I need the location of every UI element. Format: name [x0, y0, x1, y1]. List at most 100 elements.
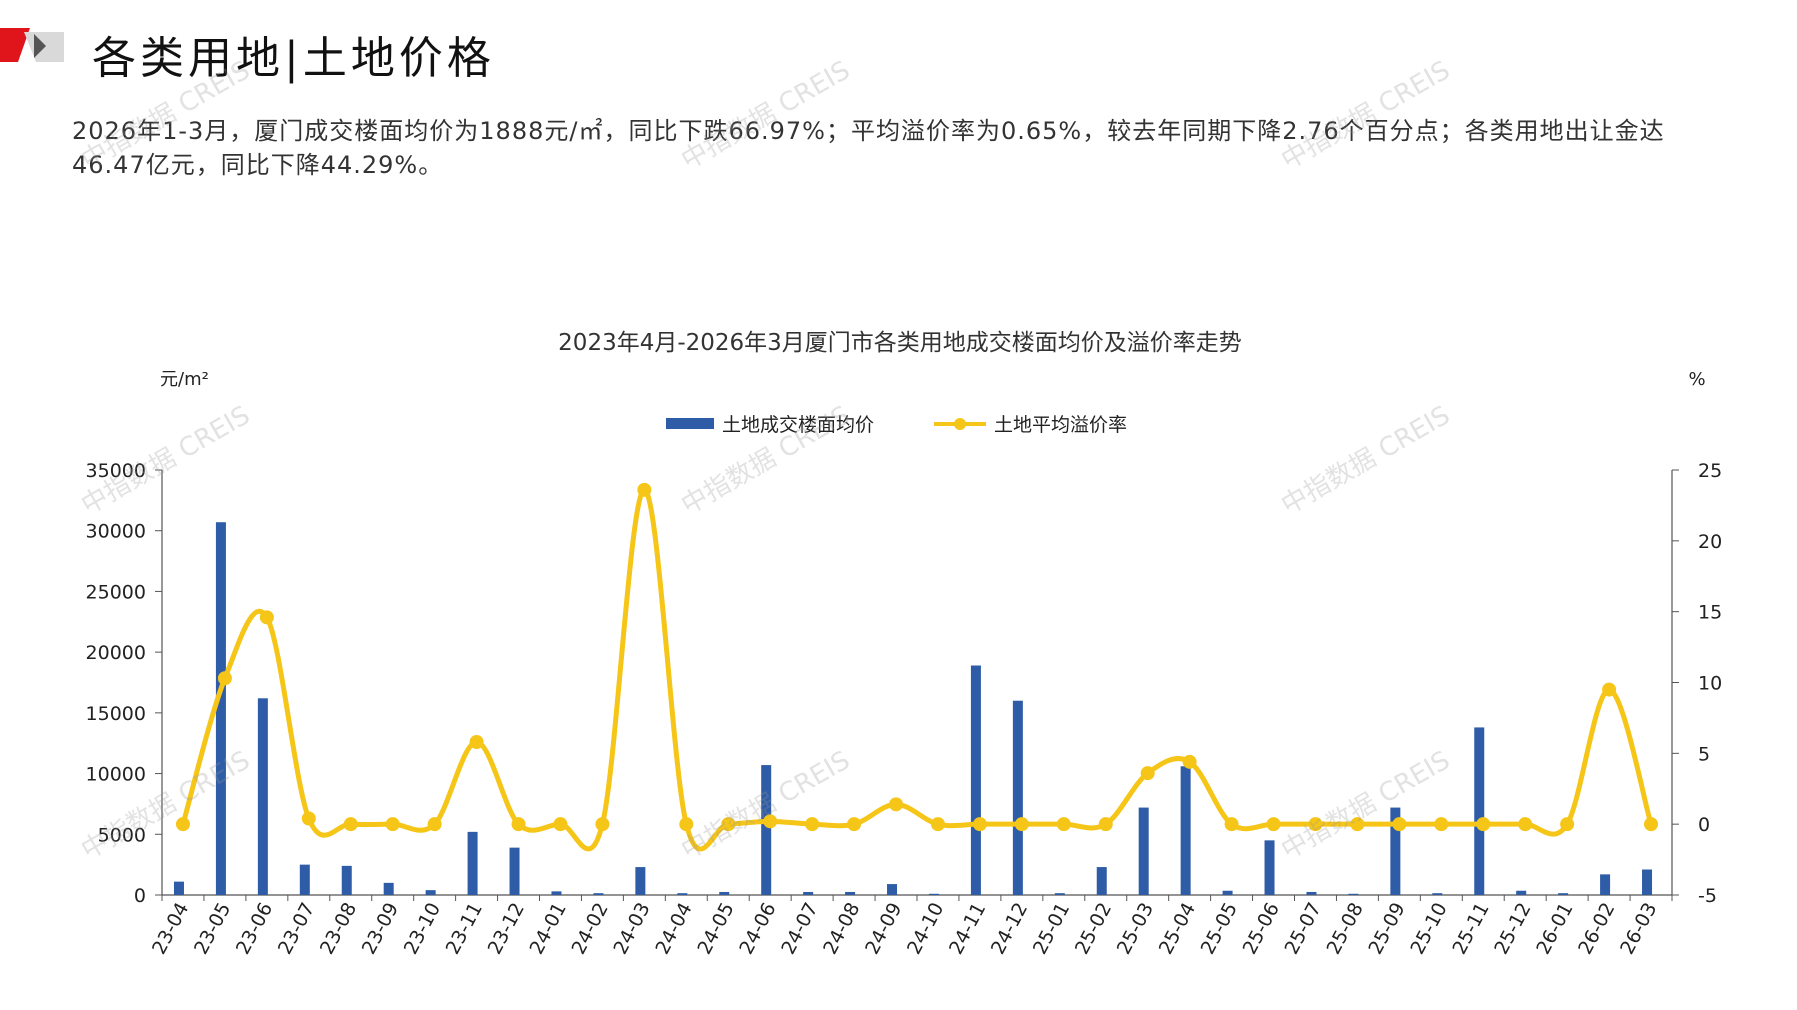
x-tick-label: 24-10 — [903, 899, 948, 958]
x-tick-label: 23-06 — [232, 899, 277, 958]
x-tick-label: 25-05 — [1197, 899, 1242, 958]
line-point — [972, 817, 987, 832]
bar — [467, 831, 478, 895]
bar — [173, 881, 184, 895]
y-right-tick-label: 10 — [1698, 673, 1722, 695]
bar — [1348, 893, 1359, 895]
line-point — [1140, 766, 1155, 781]
x-tick-label: 25-06 — [1239, 899, 1284, 958]
bar — [1054, 893, 1065, 895]
bar — [299, 864, 310, 895]
x-tick-label: 24-02 — [567, 899, 612, 958]
bar — [1558, 893, 1569, 895]
bar — [383, 882, 394, 895]
bar — [551, 891, 562, 895]
bar — [1138, 807, 1149, 895]
line-point — [679, 817, 694, 832]
bar — [1264, 840, 1275, 895]
x-tick-label: 24-12 — [987, 899, 1032, 958]
y-right-tick-label: 5 — [1698, 743, 1710, 765]
y-left-tick-label: 10000 — [86, 764, 146, 786]
x-tick-label: 25-03 — [1113, 899, 1158, 958]
x-tick-label: 26-03 — [1616, 899, 1661, 958]
line-point — [343, 817, 358, 832]
line-point — [1392, 817, 1407, 832]
x-tick-label: 25-09 — [1364, 899, 1409, 958]
x-tick-label: 25-04 — [1155, 899, 1200, 958]
bar — [928, 893, 939, 895]
line-point — [1350, 817, 1365, 832]
y-right-tick-label: 25 — [1698, 460, 1722, 482]
line-point — [427, 817, 442, 832]
line-point — [1056, 817, 1071, 832]
y-right-tick-label: -5 — [1698, 885, 1717, 907]
chart-title: 2023年4月-2026年3月厦门市各类用地成交楼面均价及溢价率走势 — [558, 330, 1242, 356]
x-tick-label: 25-12 — [1490, 899, 1535, 958]
line-point — [721, 817, 736, 832]
line-point — [1266, 817, 1281, 832]
line-point — [175, 817, 190, 832]
line-point — [1602, 682, 1617, 697]
brand-logo — [0, 28, 66, 68]
x-tick-label: 26-01 — [1532, 899, 1577, 958]
line-point — [1182, 754, 1197, 769]
x-tick-label: 23-09 — [358, 899, 403, 958]
y-left-tick-label: 30000 — [86, 521, 146, 543]
y-left-unit-label: 元/m² — [160, 369, 209, 390]
line-point — [595, 817, 610, 832]
x-tick-label: 23-08 — [316, 899, 361, 958]
y-left-tick-label: 20000 — [86, 642, 146, 664]
x-tick-label: 25-08 — [1322, 899, 1367, 958]
legend-label-bar: 土地成交楼面均价 — [722, 414, 874, 436]
x-tick-label: 24-01 — [526, 899, 571, 958]
x-tick-label: 24-11 — [945, 899, 990, 958]
x-tick-label: 23-10 — [400, 899, 445, 958]
x-tick-label: 23-04 — [148, 899, 193, 958]
x-tick-label: 23-05 — [190, 899, 235, 958]
page-title: 各类用地|土地价格 — [92, 33, 495, 84]
bar — [215, 522, 226, 895]
bar — [1474, 727, 1485, 895]
bar — [425, 890, 436, 895]
x-tick-label: 23-11 — [442, 899, 487, 958]
bar — [677, 893, 688, 895]
line-point — [553, 817, 568, 832]
y-right-tick-label: 0 — [1698, 814, 1710, 836]
line-point — [889, 797, 904, 812]
y-right-unit-label: % — [1688, 369, 1705, 390]
x-tick-label: 26-02 — [1574, 899, 1619, 958]
x-tick-label: 25-07 — [1281, 899, 1326, 958]
bar — [845, 891, 856, 895]
bar — [970, 665, 981, 895]
bar — [1306, 891, 1317, 895]
bar — [1432, 893, 1443, 895]
line-point — [385, 817, 400, 832]
y-left-tick-label: 0 — [134, 885, 146, 907]
line-point — [805, 817, 820, 832]
line-point — [1098, 817, 1113, 832]
bar — [719, 891, 730, 895]
bar — [509, 847, 520, 895]
bar — [1600, 874, 1611, 895]
bar — [593, 893, 604, 895]
line-series — [180, 487, 1654, 852]
y-left-tick-label: 5000 — [98, 824, 146, 846]
line-point — [1518, 817, 1533, 832]
x-tick-label: 24-08 — [819, 899, 864, 958]
bar — [1516, 890, 1527, 895]
bar — [635, 867, 646, 895]
line-point — [1476, 817, 1491, 832]
y-right-tick-label: 15 — [1698, 602, 1722, 624]
legend-label-line: 土地平均溢价率 — [994, 414, 1127, 436]
x-tick-label: 24-06 — [735, 899, 780, 958]
legend-swatch-bar — [666, 418, 714, 429]
line-point — [930, 817, 945, 832]
line-point — [847, 817, 862, 832]
bar — [341, 865, 352, 895]
x-tick-label: 24-04 — [651, 899, 696, 958]
line-point — [1644, 817, 1659, 832]
line-point — [637, 482, 652, 497]
x-tick-label: 25-02 — [1071, 899, 1116, 958]
line-point — [259, 610, 274, 625]
